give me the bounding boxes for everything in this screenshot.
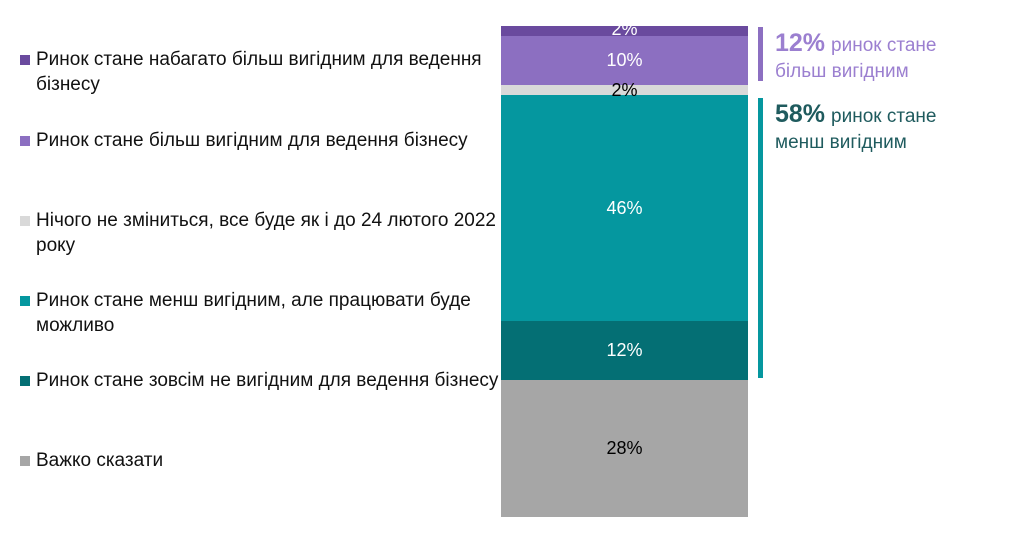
annotation-value: 58% [775, 100, 826, 128]
bar-segment [501, 84, 748, 95]
legend-label: Важко сказати [36, 450, 164, 471]
bar-segment [501, 320, 748, 380]
annotation-label: ринок стане менш вигідним [775, 106, 937, 153]
bar-segment [501, 35, 748, 85]
bar-segment [501, 26, 748, 36]
legend-swatch [20, 216, 30, 226]
legend-label: Ринок стане набагато більш вигідним для … [36, 49, 482, 95]
legend-item: Важко сказати [20, 448, 506, 473]
data-label: 46% [606, 197, 643, 218]
data-label: 2% [611, 79, 638, 100]
legend-item: Нічого не зміниться, все буде як і до 24… [20, 208, 506, 258]
bar-segment [501, 94, 748, 321]
annotation-text: 12% ринок стане більш вигідним [775, 30, 975, 85]
legend-swatch [20, 456, 30, 466]
data-label: 10% [606, 50, 643, 71]
legend-item: Ринок стане менш вигідним, але працювати… [20, 288, 506, 338]
bar-segment [501, 379, 748, 517]
legend-label: Ринок стане менш вигідним, але працювати… [36, 290, 471, 336]
legend-item: Ринок стане зовсім не вигідним для веден… [20, 368, 506, 393]
legend-swatch [20, 55, 30, 65]
legend-label: Ринок стане більш вигідним для ведення б… [36, 130, 468, 151]
legend-item: Ринок стане більш вигідним для ведення б… [20, 128, 506, 153]
annotation-value: 12% [775, 29, 826, 57]
legend-swatch [20, 296, 30, 306]
data-label: 12% [606, 340, 643, 361]
legend-label: Ринок стане зовсім не вигідним для веден… [36, 370, 499, 391]
annotation-text: 58% ринок стане менш вигідним [775, 101, 975, 156]
legend-swatch [20, 136, 30, 146]
legend-item: Ринок стане набагато більш вигідним для … [20, 47, 506, 97]
data-label: 28% [606, 438, 643, 459]
bracket-line [758, 27, 763, 81]
bracket-line [758, 98, 763, 378]
data-label: 2% [611, 18, 638, 39]
stacked-bar: 2% 10% 2% 46% 12% 28% [501, 20, 748, 517]
legend-label: Нічого не зміниться, все буде як і до 24… [36, 210, 496, 256]
annotation-label: ринок стане більш вигідним [775, 35, 937, 82]
legend-swatch [20, 376, 30, 386]
